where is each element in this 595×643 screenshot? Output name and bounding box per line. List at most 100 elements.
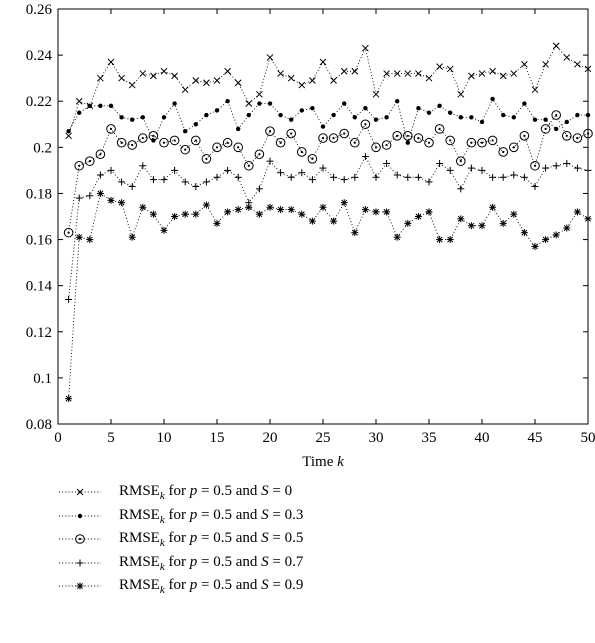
data-point-circle (392, 131, 403, 141)
data-point-plus (489, 173, 497, 181)
data-point-circle (212, 142, 222, 153)
data-point-x (510, 70, 518, 77)
data-point-circle (519, 131, 530, 141)
data-point-circle (148, 131, 159, 141)
data-point-star (489, 203, 497, 211)
y-tick-label: 0.18 (26, 186, 52, 202)
data-point-x (563, 54, 571, 61)
data-point-plus (75, 194, 83, 202)
data-point-plus (160, 176, 168, 184)
data-point-circle (254, 149, 265, 160)
data-point-star (234, 206, 242, 214)
legend-swatch-circle-marker (59, 534, 101, 544)
x-tick-label: 0 (54, 430, 62, 446)
data-point-x (478, 70, 486, 77)
data-point-x (340, 67, 348, 75)
data-point-dot (130, 117, 135, 122)
legend-swatch-x-marker (59, 488, 101, 496)
ticks-layer: 0 5 10 15 20 25 30 35 40 45 50 0.08 0.1 0.12 0.14 0.16 0… (26, 2, 595, 446)
data-point-star (287, 206, 295, 214)
y-tick-label: 0.22 (26, 94, 52, 110)
data-point-circle (74, 160, 84, 171)
data-point-dot (458, 115, 463, 120)
data-point-star (139, 203, 147, 211)
data-point-plus (499, 173, 507, 181)
data-point-x (256, 90, 263, 98)
data-point-dot (98, 103, 103, 109)
data-point-circle (169, 135, 180, 146)
data-point-circle (381, 140, 392, 150)
data-point-plus (213, 173, 221, 181)
legend-marker-star (76, 582, 84, 590)
data-point-x (499, 72, 507, 80)
data-point-dot (278, 112, 283, 118)
data-point-circle (265, 126, 275, 136)
data-point-plus (573, 164, 581, 172)
x-tick-label: 25 (316, 430, 331, 446)
data-point-plus (181, 178, 189, 186)
data-point-dot (225, 99, 230, 104)
data-point-star (213, 219, 221, 227)
data-point-plus (192, 183, 200, 191)
legend-swatch-plus-marker (59, 559, 101, 566)
data-point-plus (171, 166, 179, 174)
data-point-dot (299, 108, 304, 113)
data-point-star (128, 233, 136, 241)
data-point-circle (339, 128, 350, 139)
data-point-plus (552, 162, 560, 170)
data-point-dot (289, 117, 294, 122)
data-point-x (203, 79, 210, 87)
legend-entry-s05: RMSEk for p = 0.5 and S = 0.5 (55, 527, 475, 551)
data-point-circle (191, 135, 201, 146)
data-point-circle (222, 137, 233, 148)
data-point-x (97, 74, 104, 82)
data-point-circle (360, 119, 371, 130)
data-point-plus (128, 183, 136, 191)
data-point-circle (540, 124, 551, 134)
data-point-star (499, 219, 507, 227)
data-point-circle (562, 131, 572, 141)
data-point-star (171, 213, 179, 220)
data-point-star (340, 199, 348, 207)
data-point-star (361, 206, 369, 214)
data-point-circle (159, 137, 169, 148)
data-point-x (128, 81, 136, 89)
data-point-dot (119, 115, 124, 120)
legend-entry-s0: RMSEk for p = 0.5 and S = 0 (55, 480, 475, 504)
data-point-x (277, 70, 284, 77)
data-point-x (181, 86, 189, 94)
data-point-dot (236, 126, 241, 132)
data-point-dot (183, 128, 188, 134)
data-point-circle (434, 124, 445, 134)
data-point-dot (543, 117, 548, 122)
data-point-x (65, 132, 72, 140)
data-point-circle (509, 142, 519, 153)
plot-frame (57, 8, 589, 425)
data-point-x (521, 60, 528, 68)
data-point-dot (479, 119, 485, 125)
data-point-star (181, 210, 189, 218)
data-point-circle (350, 137, 360, 148)
data-point-star (531, 242, 539, 250)
x-tick-label: 50 (581, 430, 595, 446)
data-point-dot (384, 115, 389, 120)
data-point-x (330, 77, 337, 84)
data-point-dot (437, 103, 442, 109)
legend-entry-s03: RMSEk for p = 0.5 and S = 0.3 (55, 504, 475, 528)
data-point-plus (340, 176, 348, 184)
data-point-plus (107, 166, 115, 174)
series-line-x (68, 45, 589, 136)
data-point-x (319, 58, 327, 66)
data-point-x (213, 77, 221, 84)
data-point-dot (405, 140, 410, 145)
data-point-x (107, 58, 115, 66)
data-point-dot (522, 101, 527, 106)
data-point-dot (204, 112, 209, 118)
data-point-circle (116, 137, 127, 148)
data-point-star (552, 231, 560, 239)
data-point-circle (424, 137, 434, 148)
data-point-star (86, 236, 94, 244)
data-point-star (107, 196, 115, 204)
data-point-star (414, 213, 422, 220)
legend-swatch-star-marker (59, 582, 101, 590)
